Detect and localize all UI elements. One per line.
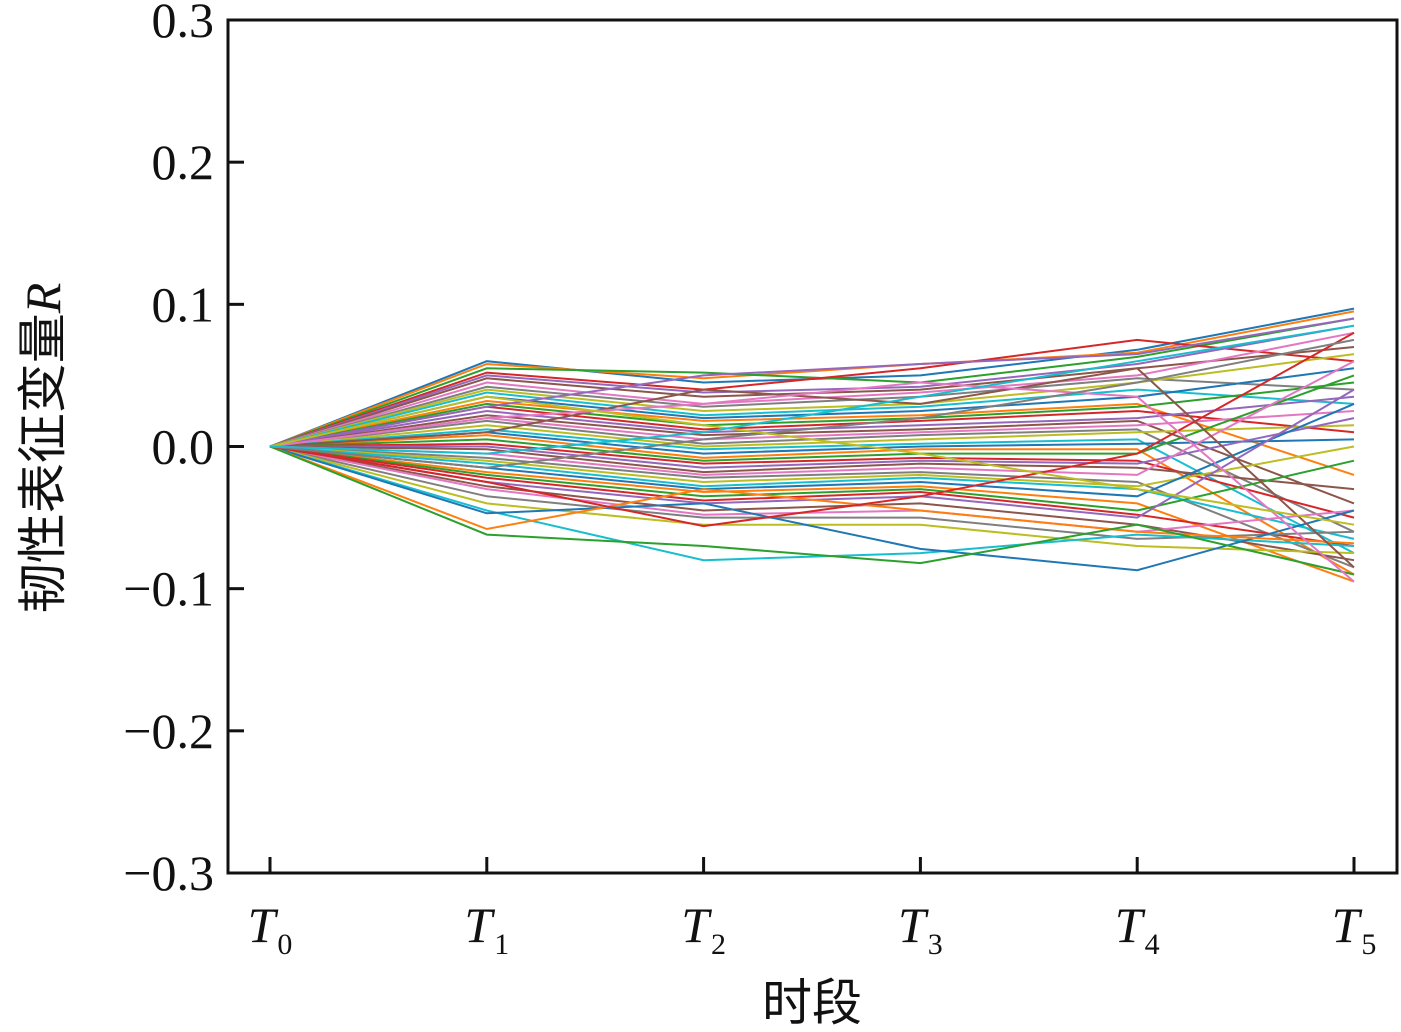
y-tick-label: 0.3 [152, 0, 215, 48]
x-tick-label-sub: 1 [494, 928, 509, 961]
series-line [269, 338, 1355, 469]
x-tick-label-main: T [464, 897, 495, 953]
series-line [269, 445, 1355, 512]
x-tick-label-main: T [1115, 897, 1146, 953]
x-tick-label-main: T [248, 897, 279, 953]
series-line [269, 399, 1355, 476]
x-tick-label-main: T [898, 897, 929, 953]
series-line [269, 428, 1355, 554]
y-tick-label: 0.0 [152, 419, 215, 475]
series-line [269, 424, 1355, 448]
x-axis-title: 时段 [762, 974, 862, 1032]
series-line [269, 445, 1355, 540]
series-line [269, 317, 1355, 448]
y-axis-title-variable: R [15, 283, 71, 315]
x-tick-label-sub: 0 [277, 928, 292, 961]
series-line [269, 445, 1355, 488]
y-tick-label: −0.3 [123, 845, 214, 901]
series-line [269, 445, 1355, 583]
series-line [269, 395, 1355, 526]
x-axis: T0 T1 T2 T3 T4 T5 [248, 857, 1377, 961]
series-line [269, 445, 1355, 562]
x-tick-label-sub: 4 [1145, 928, 1160, 961]
series-line [269, 445, 1355, 572]
x-tick-label: T5 [1332, 897, 1377, 961]
series-line [269, 324, 1355, 455]
series-line [269, 310, 1355, 448]
series-line [269, 317, 1355, 448]
y-tick-label: −0.1 [123, 561, 214, 617]
x-tick-label: T4 [1115, 897, 1160, 961]
series-line [269, 414, 1355, 505]
y-axis-title: 韧性表征变量R [14, 283, 72, 614]
series-line [269, 338, 1355, 448]
series-line [269, 367, 1355, 569]
y-axis-title-text: 韧性表征变量 [14, 313, 72, 613]
x-tick-label: T0 [248, 897, 293, 961]
x-tick-label: T3 [898, 897, 943, 961]
series-line [269, 324, 1355, 448]
x-tick-label-main: T [1332, 897, 1363, 953]
series-layer [269, 307, 1355, 583]
x-tick-label-main: T [681, 897, 712, 953]
series-line [269, 445, 1355, 555]
y-tick-label: 0.1 [152, 276, 215, 332]
series-line [269, 381, 1355, 583]
series-line [269, 353, 1355, 448]
series-line [269, 445, 1355, 491]
series-line [269, 445, 1355, 533]
series-line [269, 374, 1355, 462]
series-line [269, 442, 1355, 519]
y-tick-label: 0.2 [152, 134, 215, 190]
series-line [269, 445, 1355, 576]
series-line [269, 331, 1355, 448]
x-tick-label-sub: 2 [711, 928, 726, 961]
x-tick-label: T1 [464, 897, 509, 961]
y-tick-label: −0.2 [123, 703, 214, 759]
y-axis: 0.3 0.2 0.1 0.0 −0.1 −0.2 −0.3 [123, 0, 244, 901]
series-line [269, 331, 1355, 528]
series-line [269, 445, 1355, 547]
series-line [269, 377, 1355, 448]
series-line [269, 445, 1355, 562]
x-tick-label: T2 [681, 897, 726, 961]
x-tick-label-sub: 3 [928, 928, 943, 961]
x-tick-label-sub: 5 [1361, 928, 1376, 961]
